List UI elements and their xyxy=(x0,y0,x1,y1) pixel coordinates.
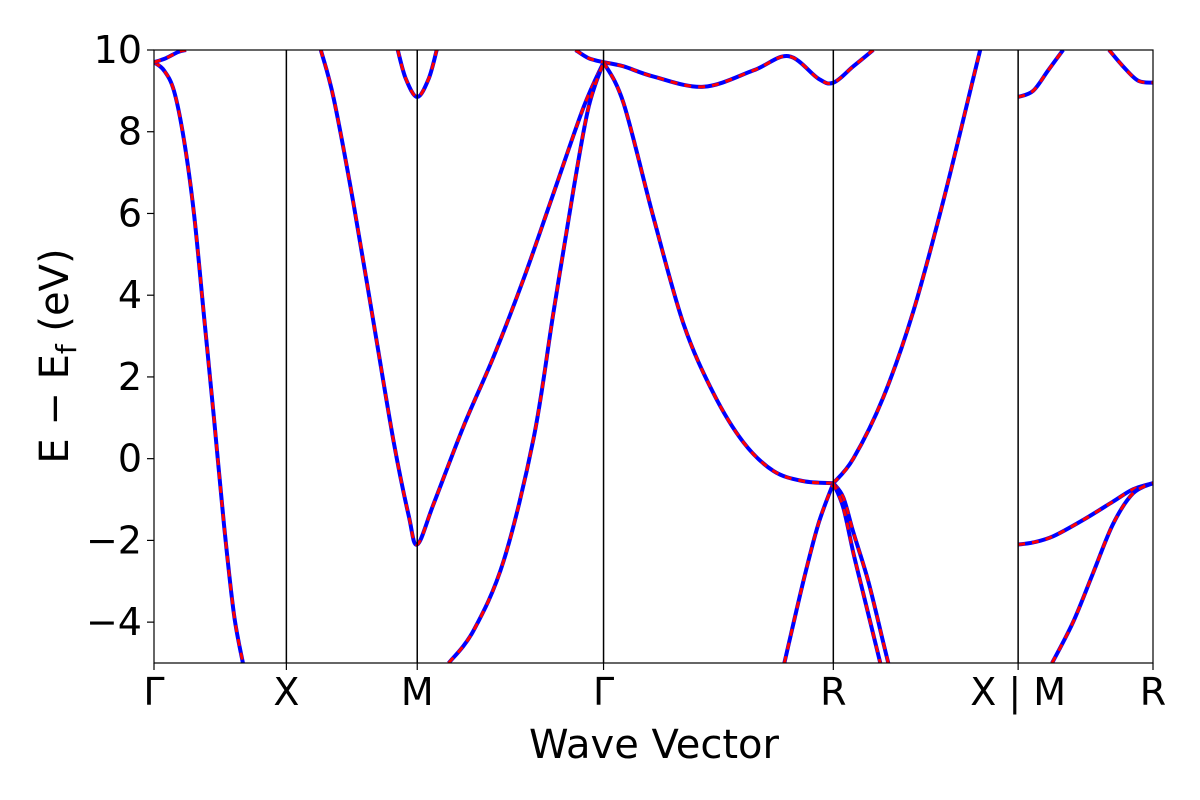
band-line-dashed-13 xyxy=(1107,50,1153,85)
bands-layer xyxy=(154,50,1153,663)
x-tick-label-2: M xyxy=(401,670,434,714)
y-tick-label-1: −2 xyxy=(86,518,142,562)
y-tick-label-6: 8 xyxy=(118,110,142,154)
y-axis-label-main: E − E xyxy=(32,354,78,464)
plot-frame xyxy=(153,49,1154,664)
y-tick-label-0: −4 xyxy=(86,600,142,644)
y-axis-label-subscript: f xyxy=(50,343,83,354)
band-line-dashed-0 xyxy=(154,61,245,663)
x-tick-label-1: X xyxy=(273,670,299,714)
band-line-dashed-8 xyxy=(832,50,982,485)
band-line-dashed-11 xyxy=(831,482,882,663)
band-line-solid-13 xyxy=(1107,50,1153,85)
band-line-dashed-7 xyxy=(602,61,834,485)
y-tick-label-2: 0 xyxy=(118,437,142,481)
x-tick-label-3: Γ xyxy=(593,670,614,714)
band-line-dashed-4 xyxy=(447,61,605,663)
x-tick-label-6: R xyxy=(1140,670,1166,714)
band-line-dashed-1 xyxy=(154,50,187,64)
y-axis-label-suffix: (eV) xyxy=(32,248,78,344)
x-tick-label-0: Γ xyxy=(143,670,164,714)
x-tick-label-5: X | M xyxy=(970,670,1066,715)
y-tick-label-5: 6 xyxy=(118,191,142,235)
band-line-solid-7 xyxy=(601,61,834,486)
band-line-dashed-3 xyxy=(396,50,439,99)
y-axis-ticks: −4 −2 0 2 4 6 8 10 xyxy=(86,28,154,644)
band-line-dashed-6 xyxy=(603,50,875,89)
band-line-solid-9 xyxy=(782,482,836,663)
x-tick-label-4: R xyxy=(820,670,846,714)
x-axis-ticks: Γ X M Γ R X | M R xyxy=(143,663,1166,715)
kpoint-lines xyxy=(285,50,1019,663)
band-line-dashed-5 xyxy=(574,50,604,64)
band-line-dashed-2 xyxy=(319,50,605,547)
band-line-dashed-14 xyxy=(1017,481,1153,546)
x-axis-label: Wave Vector xyxy=(529,722,780,768)
band-line-solid-2 xyxy=(318,50,606,547)
band-line-solid-10 xyxy=(831,481,891,663)
band-line-dashed-10 xyxy=(832,482,890,663)
y-axis-label: E − Ef (eV) xyxy=(32,248,83,463)
band-line-solid-8 xyxy=(831,50,983,485)
y-tick-label-3: 2 xyxy=(118,355,142,399)
y-tick-label-4: 4 xyxy=(118,273,142,317)
band-line-dashed-9 xyxy=(782,482,835,663)
band-line-dashed-12 xyxy=(1017,50,1065,99)
band-line-dashed-15 xyxy=(1050,481,1153,663)
y-tick-label-7: 10 xyxy=(94,28,142,72)
